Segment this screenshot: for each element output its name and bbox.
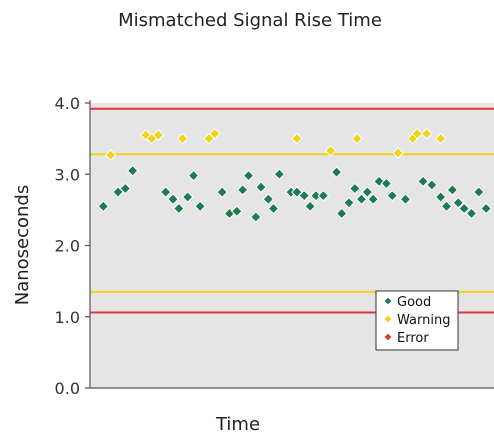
legend-marker-error [383,332,393,342]
data-point-warning [152,129,165,141]
y-axis-ticks: 0.0 1.0 2.0 3.0 4.0 [55,94,90,398]
data-point-good [216,186,228,198]
data-point-good [426,179,438,191]
y-tick-label: 4.0 [55,94,80,113]
data-point-good [317,189,330,202]
data-point-good [126,164,139,177]
data-point-good [267,202,280,215]
y-tick-label: 0.0 [55,379,80,398]
chart-title: Mismatched Signal Rise Time [118,10,382,31]
data-point-good [310,189,322,202]
data-point-warning [324,144,337,157]
legend-marker-warning [383,314,393,324]
y-tick-label: 3.0 [55,165,80,184]
data-point-good [349,182,361,195]
data-point-good [355,193,368,205]
data-points [97,127,492,223]
data-point-good [446,184,459,196]
data-point-good [380,177,393,190]
data-point-good [440,200,453,213]
y-axis-label: Nanoseconds [12,185,33,306]
data-point-good [119,182,132,195]
data-point-good [255,181,267,193]
data-point-warning [104,149,117,161]
data-point-good [298,189,311,202]
data-point-good [97,200,110,213]
legend-label-error: Error [397,331,429,346]
data-point-good [159,186,172,198]
data-point-good [167,193,179,205]
y-tick-label: 1.0 [55,308,80,327]
data-point-good [173,202,185,215]
y-tick-label: 2.0 [55,237,80,256]
data-point-warning [291,132,303,145]
data-point-good [242,169,255,182]
data-point-good [367,193,379,205]
data-point-good [304,200,316,213]
data-point-good [291,186,303,198]
data-point-good [181,191,194,203]
data-point-good [262,193,275,205]
legend-label-good: Good [397,295,431,310]
data-point-warning [176,132,189,145]
data-point-good [231,205,243,218]
data-point-good [458,202,470,215]
data-point-good [250,211,262,223]
data-point-good [417,175,429,188]
data-point-good [330,166,343,178]
data-point-warning [411,127,423,140]
data-point-good [361,186,374,198]
data-point-warning [209,127,221,140]
data-point-warning [392,147,404,159]
data-point-good [386,189,399,202]
data-point-good [194,200,206,213]
data-point-good [236,184,249,196]
data-point-good [285,186,297,198]
data-point-good [343,196,355,209]
data-point-good [465,207,478,220]
data-point-good [399,193,412,205]
data-point-good [480,202,492,215]
data-point-good [187,169,200,182]
data-point-warning [351,132,363,145]
data-point-good [273,168,286,181]
x-axis-label: Time [215,414,260,435]
data-point-good [452,196,465,209]
legend-label-warning: Warning [397,313,450,328]
legend: Good Warning Error [375,290,459,351]
data-point-warning [434,132,447,145]
legend-marker-good [383,296,393,306]
data-point-good [112,186,124,198]
data-point-warning [420,127,433,140]
data-point-good [434,191,447,203]
data-point-good [335,207,348,220]
data-point-good [473,186,485,198]
